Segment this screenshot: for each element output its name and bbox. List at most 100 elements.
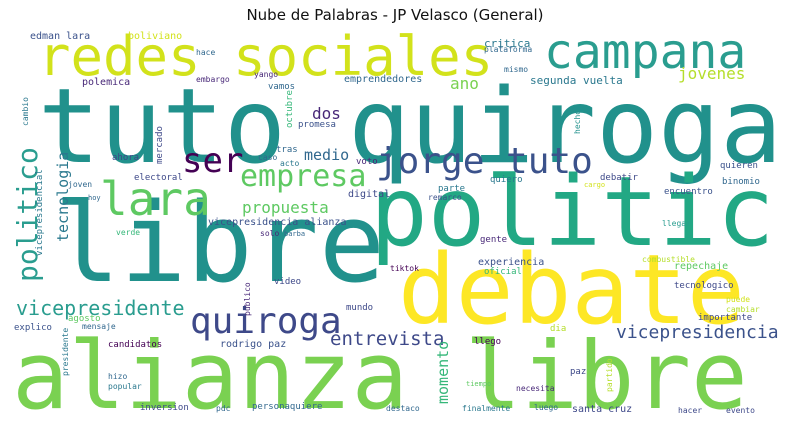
word: vicepresidencial: [35, 169, 45, 256]
word: pdc: [216, 404, 231, 413]
word: publico: [243, 282, 252, 316]
word: promesa: [298, 120, 336, 130]
word: debate: [398, 234, 745, 346]
word: mercado: [155, 126, 165, 164]
word: hace: [196, 48, 216, 57]
word: barba: [284, 230, 306, 238]
word: hecho: [573, 109, 582, 134]
word: polemica: [82, 77, 131, 88]
word: parte: [438, 184, 466, 194]
word: ahora: [112, 153, 140, 163]
word: solo: [260, 229, 280, 238]
word: tiempo: [466, 380, 492, 388]
word: cambio: [21, 97, 30, 126]
word: quiero: [490, 175, 523, 185]
word: quiroga: [190, 301, 342, 342]
word: cargo: [584, 181, 606, 189]
word: importante: [698, 313, 753, 323]
word: finalmente: [462, 404, 511, 413]
word: combustible: [642, 255, 695, 264]
word: lara: [100, 172, 211, 226]
word: electoral: [134, 173, 183, 183]
word: llegar: [662, 219, 691, 228]
word: yango: [254, 70, 279, 79]
word: inversion: [140, 403, 189, 413]
word: popular: [108, 382, 142, 391]
word: plataforma: [484, 45, 533, 54]
word: tecnologia: [54, 151, 72, 242]
word: momento: [434, 340, 452, 404]
word: segunda vuelta: [530, 74, 623, 87]
word: llego: [474, 337, 502, 347]
word: repechaje: [674, 261, 729, 272]
word: vicepresidencia alianza: [208, 217, 347, 228]
word: edman lara: [30, 31, 91, 42]
word: debatir: [600, 173, 638, 183]
word: vamos: [268, 82, 296, 92]
word: necesita: [516, 384, 555, 393]
word: caso: [258, 153, 278, 162]
word: partido: [605, 358, 614, 392]
word: verde: [116, 228, 141, 237]
word: acto: [280, 159, 300, 168]
word: alianza libre: [12, 322, 748, 421]
word: gente: [480, 235, 508, 245]
word: libre: [54, 179, 386, 307]
word: agosto: [68, 314, 101, 324]
word: emprendedores: [344, 74, 423, 85]
word: explico: [14, 323, 52, 333]
word: mismo: [504, 65, 529, 74]
word: video: [274, 277, 302, 287]
word: ser: [182, 141, 244, 181]
word: candidatos: [108, 340, 163, 350]
word: remarco: [428, 193, 462, 202]
word: hoy: [88, 194, 101, 202]
word: hacer: [678, 406, 703, 415]
word: dos: [312, 104, 341, 123]
word: oficial: [484, 267, 522, 277]
word: presidente: [61, 327, 70, 376]
word: santa cruz: [572, 404, 633, 415]
word: binomio: [722, 177, 760, 187]
word: personaquiere: [252, 402, 323, 412]
word: paz: [570, 367, 587, 377]
word: octubre: [285, 90, 295, 128]
word: rodrigo paz: [220, 339, 287, 350]
word: digital: [348, 189, 391, 200]
word: empresa: [240, 159, 367, 194]
word: critica: [484, 37, 531, 50]
word: mensaje: [82, 322, 116, 331]
word: puede: [726, 295, 751, 304]
word: cambiar: [726, 305, 760, 314]
word: tras: [276, 145, 298, 155]
word: jorge tuto: [376, 141, 593, 182]
word: tuto quiroga: [38, 67, 780, 187]
word: campana: [544, 28, 747, 80]
word: medio: [304, 146, 350, 164]
word: tiktok: [390, 264, 419, 273]
word: ano: [450, 74, 479, 93]
chart-title: Nube de Palabras - JP Velasco (General): [246, 6, 544, 24]
word: mundo: [346, 303, 374, 313]
word: redes sociales: [38, 28, 494, 88]
word: voto: [356, 157, 378, 167]
word: encuentro: [664, 187, 713, 197]
word: vicepresidente: [16, 296, 185, 320]
word: embargo: [196, 75, 230, 84]
word: dia: [550, 324, 567, 334]
word: joven: [68, 180, 93, 189]
word: propuesta: [242, 198, 329, 217]
word: destaco: [386, 404, 420, 413]
word: tecnologico: [674, 281, 734, 291]
word-cloud: tuto quiroga alianza libre libre politic…: [10, 28, 780, 420]
word: experiencia: [478, 257, 545, 268]
word: entrevista: [330, 328, 445, 350]
word: quieren: [720, 161, 758, 171]
word: vicepresidencia: [616, 322, 779, 343]
word: boliviano: [128, 31, 183, 42]
word: jovenes: [678, 64, 746, 83]
word: politica: [370, 156, 780, 268]
word: evento: [726, 406, 755, 415]
word: hizo: [108, 372, 128, 381]
word: luego: [534, 403, 559, 412]
